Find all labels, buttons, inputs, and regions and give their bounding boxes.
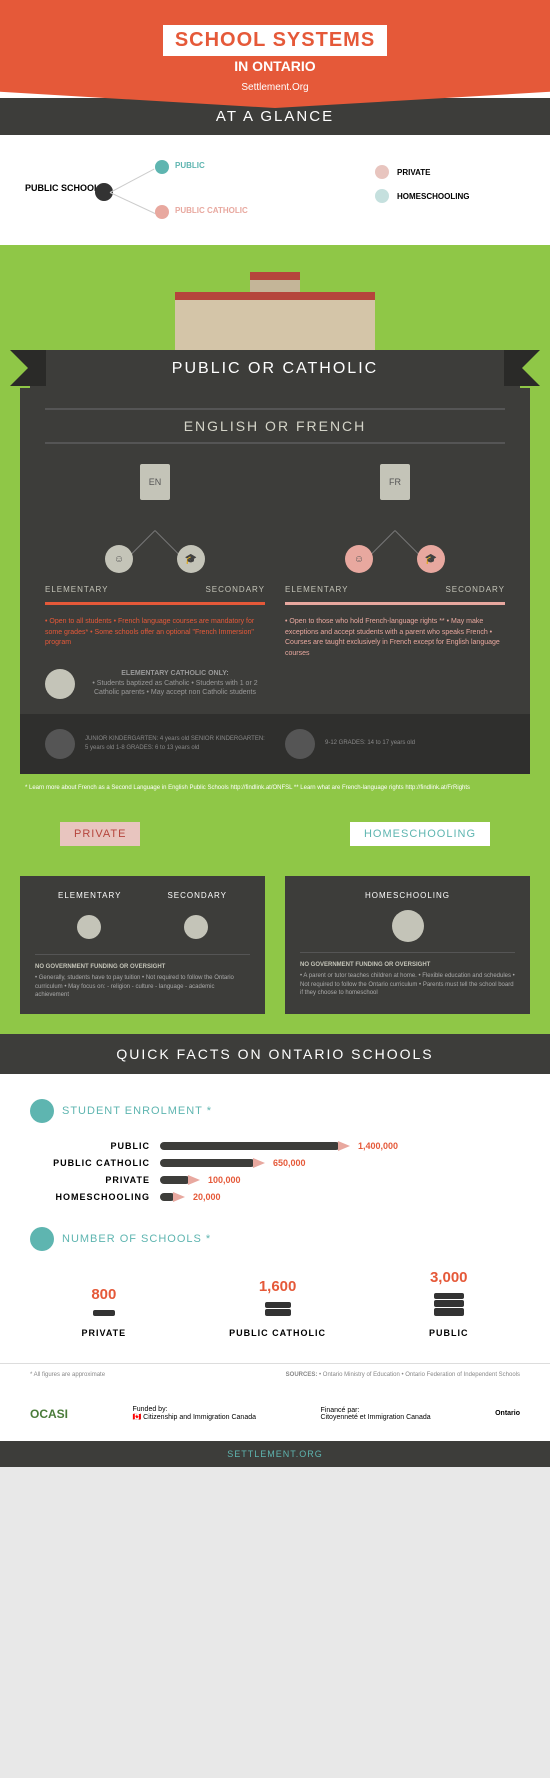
- dot-icon: [375, 165, 389, 179]
- facts-title: QUICK FACTS ON ONTARIO SCHOOLS: [0, 1034, 550, 1074]
- home-tag: HOMESCHOOLING: [350, 822, 490, 846]
- student-icon: [45, 669, 75, 699]
- enrol-row: PRIVATE100,000: [30, 1175, 520, 1185]
- grad-icon: 🎓: [417, 545, 445, 573]
- ages-elementary: JUNIOR KINDERGARTEN: 4 years old SENIOR …: [85, 735, 265, 753]
- private-tag: PRIVATE: [60, 822, 140, 846]
- english-french-section: ENGLISH OR FRENCH EN ☺🎓 ELEMENTARYSECOND…: [20, 388, 530, 774]
- pencil-bar: [160, 1142, 340, 1150]
- books-icon: [265, 1301, 291, 1317]
- french-column: FR ☺🎓 ELEMENTARYSECONDARY • Open to thos…: [285, 464, 505, 699]
- schools-header: NUMBER OF SCHOOLS *: [62, 1233, 211, 1245]
- facts-section: STUDENT ENROLMENT * PUBLIC1,400,000 PUBLI…: [0, 1074, 550, 1363]
- child-icon: [45, 729, 75, 759]
- enrol-row: HOMESCHOOLING20,000: [30, 1192, 520, 1202]
- homeschool-box: HOMESCHOOLING NO GOVERNMENT FUNDING OR O…: [285, 876, 530, 1015]
- school-illustration: PUBLIC OR CATHOLIC ENGLISH OR FRENCH EN …: [0, 245, 550, 802]
- logo: Settlement.Org: [0, 82, 550, 93]
- private-box: ELEMENTARYSECONDARY NO GOVERNMENT FUNDIN…: [20, 876, 265, 1015]
- header: SCHOOL SYSTEMS IN ONTARIO Settlement.Org: [0, 0, 550, 108]
- grad-icon: [184, 915, 208, 939]
- student-icon: [30, 1099, 54, 1123]
- student-icon: ☺: [105, 545, 133, 573]
- school-stat: 800PRIVATE: [82, 1286, 127, 1338]
- public-label: PUBLIC: [175, 161, 205, 170]
- legend-home: HOMESCHOOLING: [375, 189, 525, 203]
- footer: SETTLEMENT.ORG: [0, 1441, 550, 1467]
- student-icon: [77, 915, 101, 939]
- enrol-row: PUBLIC CATHOLIC650,000: [30, 1158, 520, 1168]
- enrolment-header: STUDENT ENROLMENT *: [62, 1105, 212, 1117]
- ages-secondary: 9-12 GRADES: 14 to 17 years old: [325, 739, 415, 748]
- dot-icon: [375, 189, 389, 203]
- fr-bullets: • Open to those who hold French-language…: [285, 617, 505, 659]
- book-icon: FR: [380, 464, 410, 500]
- catholic-label: PUBLIC CATHOLIC: [175, 206, 248, 215]
- books-icon: [93, 1309, 115, 1317]
- public-school-label: PUBLIC SCHOOL: [25, 183, 100, 193]
- home-icon: [392, 910, 424, 942]
- glance-section: PUBLIC SCHOOL PUBLIC PUBLIC CATHOLIC PRI…: [0, 135, 550, 245]
- school-stat: 1,600PUBLIC CATHOLIC: [229, 1278, 326, 1338]
- book-icon: EN: [140, 464, 170, 500]
- student-icon: ☺: [345, 545, 373, 573]
- school-stat: 3,000PUBLIC: [429, 1269, 469, 1338]
- sponsors: OCASI Funded by:🇨🇦 Citizenship and Immig…: [0, 1386, 550, 1441]
- ef-title: ENGLISH OR FRENCH: [45, 408, 505, 444]
- english-column: EN ☺🎓 ELEMENTARYSECONDARY • Open to all …: [45, 464, 265, 699]
- subtitle: IN ONTARIO: [0, 58, 550, 74]
- ontario-logo: Ontario: [495, 1410, 520, 1417]
- footnote: * Learn more about French as a Second La…: [0, 774, 550, 802]
- title: SCHOOL SYSTEMS: [163, 25, 387, 56]
- pencil-bar: [160, 1159, 255, 1167]
- en-bullets: • Open to all students • French language…: [45, 617, 265, 649]
- sources: * All figures are approximate SOURCES: •…: [0, 1363, 550, 1386]
- school-icon: [30, 1227, 54, 1251]
- accent-bar: [45, 602, 265, 605]
- pencil-bar: [160, 1176, 190, 1184]
- banner: PUBLIC OR CATHOLIC: [30, 350, 520, 388]
- private-home-section: PRIVATE HOMESCHOOLING ELEMENTARYSECONDAR…: [0, 802, 550, 1035]
- connector: [110, 169, 155, 193]
- catholic-node: [155, 205, 169, 219]
- public-node: [155, 160, 169, 174]
- accent-bar: [285, 602, 505, 605]
- enrol-row: PUBLIC1,400,000: [30, 1141, 520, 1151]
- grad-icon: 🎓: [177, 545, 205, 573]
- connector: [110, 192, 156, 214]
- legend-private: PRIVATE: [375, 165, 525, 179]
- books-icon: [434, 1292, 464, 1317]
- grad-icon: [285, 729, 315, 759]
- ocasi-logo: OCASI: [30, 1407, 68, 1421]
